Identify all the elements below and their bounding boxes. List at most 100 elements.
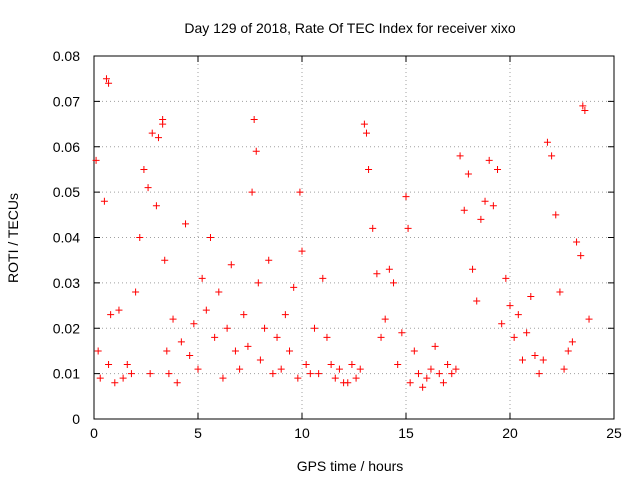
data-point xyxy=(323,333,331,341)
data-point xyxy=(481,197,489,205)
data-point xyxy=(173,379,181,387)
data-point xyxy=(159,120,167,128)
data-point xyxy=(219,374,227,382)
data-point xyxy=(406,379,414,387)
data-point xyxy=(402,193,410,201)
data-point xyxy=(261,324,269,332)
data-point xyxy=(250,116,258,124)
data-point xyxy=(539,356,547,364)
data-point xyxy=(165,370,173,378)
data-point xyxy=(327,361,335,369)
y-tick-label: 0.02 xyxy=(53,320,80,336)
y-tick-label: 0.05 xyxy=(53,184,80,200)
data-point xyxy=(390,279,398,287)
chart-title: Day 129 of 2018, Rate Of TEC Index for r… xyxy=(184,20,515,36)
data-point xyxy=(348,361,356,369)
data-point xyxy=(577,252,585,260)
data-point xyxy=(452,365,460,373)
data-point xyxy=(161,256,169,264)
data-point xyxy=(404,224,412,232)
y-tick-label: 0.04 xyxy=(53,230,80,246)
data-point xyxy=(439,379,447,387)
data-point xyxy=(92,156,100,164)
data-point xyxy=(510,333,518,341)
data-point xyxy=(514,311,522,319)
data-point xyxy=(306,370,314,378)
data-point xyxy=(431,342,439,350)
data-point xyxy=(310,324,318,332)
data-point xyxy=(335,365,343,373)
data-point xyxy=(369,224,377,232)
data-point xyxy=(464,170,472,178)
data-point xyxy=(410,347,418,355)
data-point xyxy=(365,165,373,173)
data-point xyxy=(269,370,277,378)
data-point xyxy=(560,365,568,373)
data-point xyxy=(107,311,115,319)
data-point xyxy=(198,274,206,282)
data-point xyxy=(473,297,481,305)
y-tick-label: 0.06 xyxy=(53,139,80,155)
data-point xyxy=(105,361,113,369)
data-point xyxy=(206,234,214,241)
grid xyxy=(94,56,614,419)
x-tick-label: 20 xyxy=(502,425,518,441)
data-point xyxy=(182,220,190,228)
y-tick-label: 0.01 xyxy=(53,366,80,382)
data-point xyxy=(154,134,162,142)
data-point xyxy=(585,315,593,323)
data-point xyxy=(227,261,235,269)
data-point xyxy=(552,211,560,219)
data-point xyxy=(477,215,485,223)
data-point xyxy=(136,234,144,241)
data-point xyxy=(223,324,231,332)
data-point xyxy=(144,184,152,192)
data-point xyxy=(356,365,364,373)
data-point xyxy=(527,292,535,300)
data-point xyxy=(564,347,572,355)
data-point xyxy=(146,370,154,378)
data-point xyxy=(568,338,576,346)
x-tick-label: 10 xyxy=(294,425,310,441)
data-point xyxy=(115,306,123,314)
data-point xyxy=(502,274,510,282)
data-point xyxy=(385,265,393,273)
data-point xyxy=(190,320,198,328)
data-point xyxy=(152,202,160,210)
data-point xyxy=(460,206,468,214)
y-tick-label: 0.08 xyxy=(53,48,80,64)
data-point xyxy=(123,361,131,369)
data-point xyxy=(290,283,298,291)
data-point xyxy=(344,379,352,387)
data-point xyxy=(254,279,262,287)
data-point xyxy=(360,120,368,128)
y-tick-label: 0.03 xyxy=(53,275,80,291)
y-tick-label: 0.07 xyxy=(53,93,80,109)
data-point xyxy=(194,365,202,373)
data-point xyxy=(169,315,177,323)
data-point xyxy=(543,138,551,146)
data-point xyxy=(286,347,294,355)
data-point xyxy=(148,129,156,137)
data-point xyxy=(202,306,210,314)
data-point xyxy=(256,356,264,364)
data-point xyxy=(105,79,113,87)
data-point xyxy=(352,374,360,382)
x-axis-label: GPS time / hours xyxy=(297,458,404,474)
data-point xyxy=(215,288,223,296)
data-point xyxy=(523,329,531,337)
data-point xyxy=(581,106,589,114)
data-point xyxy=(531,351,539,359)
data-points xyxy=(92,75,593,391)
data-point xyxy=(518,356,526,364)
x-tick-label: 0 xyxy=(90,425,98,441)
data-point xyxy=(132,288,140,296)
data-point xyxy=(394,361,402,369)
data-point xyxy=(252,147,260,155)
data-point xyxy=(573,238,581,246)
data-point xyxy=(240,311,248,319)
data-point xyxy=(319,274,327,282)
data-point xyxy=(427,365,435,373)
data-point xyxy=(186,351,194,359)
data-point xyxy=(498,320,506,328)
